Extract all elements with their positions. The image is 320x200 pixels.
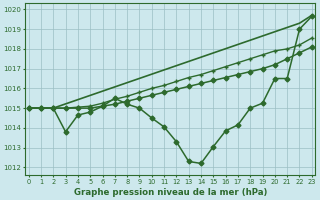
X-axis label: Graphe pression niveau de la mer (hPa): Graphe pression niveau de la mer (hPa) xyxy=(74,188,267,197)
